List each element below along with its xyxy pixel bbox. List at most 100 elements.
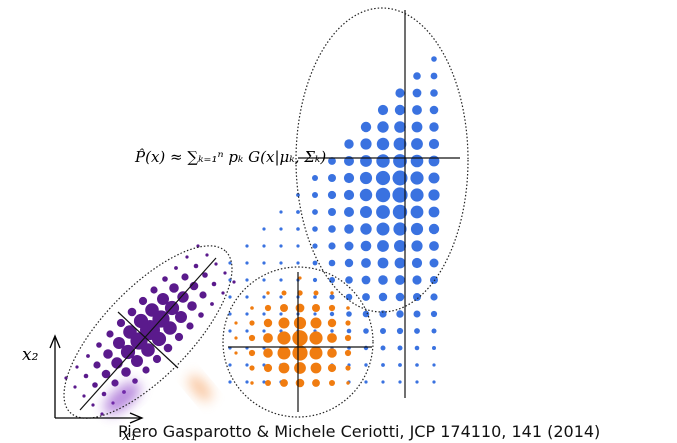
blue-dot	[328, 174, 336, 182]
blue-dot	[429, 122, 439, 132]
blue-dot	[362, 310, 370, 318]
blue-dot	[245, 312, 249, 316]
gaussian-contours	[63, 7, 469, 419]
blue-dot	[245, 278, 249, 282]
purple-dot	[116, 318, 126, 328]
blue-dot	[360, 138, 372, 150]
blue-dot	[411, 138, 423, 150]
blue-dot	[343, 189, 355, 201]
orange-circle	[222, 266, 374, 418]
purple-dot	[169, 283, 179, 293]
blue-dot	[360, 121, 372, 133]
orange-dot	[328, 304, 336, 312]
orange-dot	[346, 381, 350, 385]
orange-dot	[263, 363, 273, 373]
purple-dot	[86, 354, 90, 358]
blue-dot	[381, 380, 385, 384]
purple-dot	[193, 263, 199, 269]
blue-dot	[312, 175, 318, 181]
orange-dot	[234, 321, 238, 325]
blue-dot	[359, 171, 373, 185]
blue-dot	[392, 187, 408, 203]
orange-dot	[344, 349, 352, 357]
blue-dot	[392, 170, 408, 186]
purple-dot	[163, 321, 177, 335]
orange-dot	[265, 380, 271, 386]
orange-dot	[309, 331, 323, 345]
blue-dot	[360, 223, 372, 235]
purple-dot	[75, 365, 79, 369]
blue-dot	[398, 363, 402, 367]
purple-dot	[121, 367, 131, 377]
blue-dot	[364, 380, 368, 384]
blue-dot	[228, 329, 232, 333]
purple-dot	[163, 343, 173, 353]
purple-dot	[210, 302, 214, 306]
purple-dot	[113, 337, 125, 349]
blue-dot	[396, 310, 404, 318]
purple-dot	[141, 343, 155, 357]
purple-dot	[120, 344, 136, 360]
blue-dot	[262, 295, 266, 299]
purple-dot	[157, 293, 169, 305]
blue-dot	[327, 190, 337, 200]
purple-dot	[177, 291, 189, 303]
orange-dot	[298, 276, 302, 280]
blue-dot	[361, 275, 371, 285]
blue-dot	[228, 363, 232, 367]
purple-dot	[181, 273, 189, 281]
blue-dot	[245, 329, 249, 333]
blue-dot	[360, 206, 372, 218]
blue-dot	[398, 380, 402, 384]
blue-dot	[428, 206, 440, 218]
arrow	[49, 334, 61, 349]
orange-dot	[277, 346, 291, 360]
blue-dot	[359, 188, 373, 202]
blue-dot	[393, 137, 407, 151]
purple-dot	[83, 373, 89, 379]
coordinate-axes	[49, 334, 144, 424]
blue-dot	[429, 258, 439, 268]
blue-dot	[428, 172, 440, 184]
purple-dot	[174, 266, 178, 270]
purple-dot	[142, 366, 150, 374]
blue-dot	[414, 328, 420, 334]
blue-dot	[344, 258, 354, 268]
orange-dot	[248, 334, 256, 342]
purple-dot	[152, 354, 162, 364]
blue-dot	[262, 278, 266, 282]
blue-dot	[362, 293, 370, 301]
blue-dot	[296, 244, 300, 248]
blue-ellipse	[295, 7, 469, 313]
purple-ellipse	[63, 245, 233, 419]
orange-dot	[278, 362, 290, 374]
blue-dot	[228, 380, 232, 384]
purple-dot	[199, 291, 207, 299]
blue-dot	[394, 104, 406, 116]
blue-dot	[430, 89, 438, 97]
blue-dot	[429, 241, 439, 251]
blue-dot	[396, 327, 404, 335]
smudge	[188, 374, 212, 402]
blue-dot	[376, 137, 390, 151]
blue-dot	[411, 121, 423, 133]
purple-dot	[202, 272, 208, 278]
axis-line	[79, 257, 217, 411]
purple-dot	[131, 355, 143, 367]
orange-dot	[312, 379, 320, 387]
purple-dot	[101, 369, 111, 379]
orange-dot	[292, 345, 308, 361]
orange-dot	[309, 346, 323, 360]
blue-dot	[415, 380, 419, 384]
blue-dot	[245, 261, 249, 265]
blue-dot	[262, 380, 266, 384]
blue-dot	[395, 292, 405, 302]
blue-dot	[430, 276, 438, 284]
blue-dot	[392, 204, 408, 220]
blue-dot	[312, 243, 318, 249]
blue-dot	[328, 242, 336, 250]
purple-dot	[151, 331, 167, 347]
blue-dot	[411, 257, 423, 269]
blue-dot	[412, 275, 422, 285]
blue-dot	[312, 226, 318, 232]
